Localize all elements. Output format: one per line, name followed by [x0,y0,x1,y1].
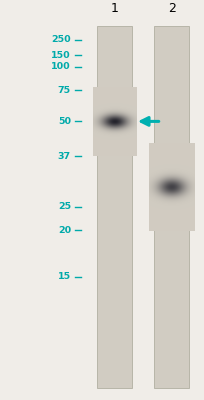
Text: 150: 150 [51,51,71,60]
Text: 2: 2 [167,2,175,14]
Text: 20: 20 [58,226,71,235]
Text: 37: 37 [58,152,71,161]
Bar [154,26,188,388]
Text: 100: 100 [51,62,71,72]
Bar [97,26,131,388]
Text: 75: 75 [58,86,71,95]
Text: 50: 50 [58,117,71,126]
Text: 15: 15 [58,272,71,281]
Text: 25: 25 [58,202,71,212]
Text: 250: 250 [51,35,71,44]
Text: 1: 1 [110,2,118,14]
